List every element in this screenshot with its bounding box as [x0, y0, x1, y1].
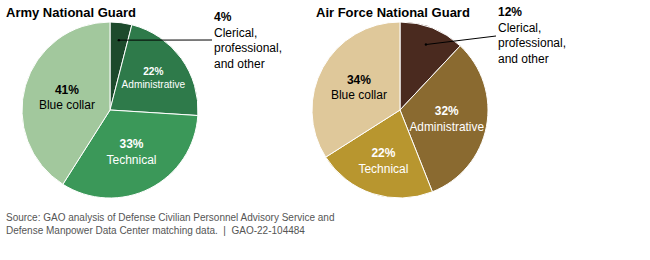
svg-text:22%Technical: 22%Technical [358, 146, 408, 176]
svg-text:41%Blue collar: 41%Blue collar [39, 83, 95, 113]
svg-text:34%Blue collar: 34%Blue collar [331, 73, 387, 103]
svg-text:Source: GAO analysis of Defens: Source: GAO analysis of Defense Civilian… [6, 212, 335, 236]
svg-text:22%Administrative: 22%Administrative [122, 66, 186, 90]
svg-text:33%Technical: 33%Technical [106, 137, 156, 167]
svg-text:12%Clerical,professional,and o: 12%Clerical,professional,and other [498, 5, 566, 66]
svg-text:Army National Guard: Army National Guard [6, 5, 136, 20]
svg-text:4%Clerical,professional,and ot: 4%Clerical,professional,and other [214, 10, 282, 71]
svg-text:32%Administrative: 32%Administrative [409, 104, 484, 133]
svg-text:Air Force National Guard: Air Force National Guard [316, 5, 470, 20]
